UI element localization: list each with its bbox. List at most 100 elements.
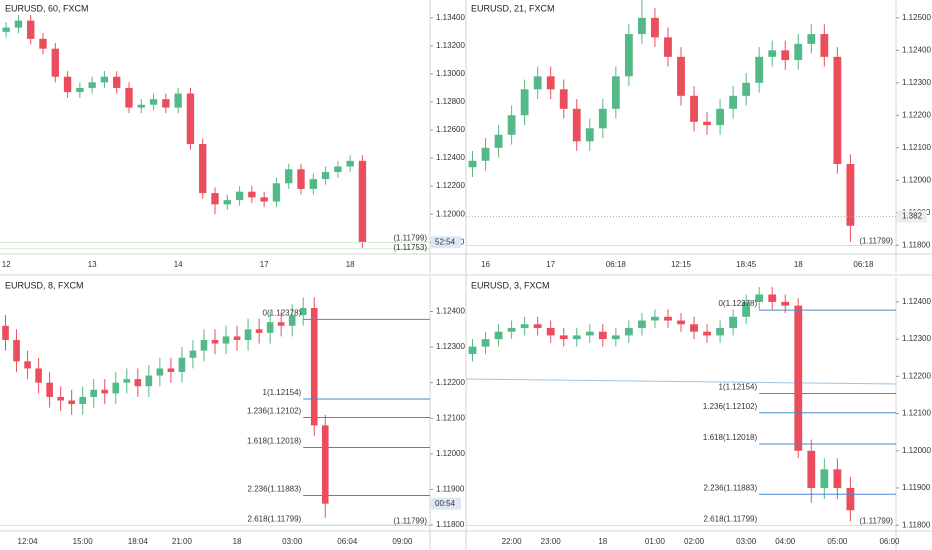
candle-body xyxy=(664,37,672,57)
candle-body xyxy=(468,346,477,355)
y-tick-label: 1.11900 xyxy=(902,483,931,492)
x-tick-label: 02:00 xyxy=(684,537,705,546)
candle-body xyxy=(2,325,9,340)
y-tick-label: 1.12400 xyxy=(436,153,465,162)
candle-body xyxy=(88,82,96,88)
candle-body xyxy=(174,93,182,108)
candle-body xyxy=(768,294,777,302)
candle-body xyxy=(266,322,274,333)
candle-body xyxy=(729,316,738,328)
candle-body xyxy=(76,87,84,93)
candle-body xyxy=(598,108,607,129)
y-tick-label: 1.12000 xyxy=(902,446,931,455)
x-tick-label: 12 xyxy=(2,260,11,269)
candle-body xyxy=(100,76,109,83)
candle-body xyxy=(742,301,751,317)
candle-body xyxy=(638,320,646,328)
y-tick-label: 1.12200 xyxy=(436,181,465,190)
y-tick-label: 1.12200 xyxy=(902,110,931,119)
x-tick-label: 14 xyxy=(174,260,183,269)
candle-body xyxy=(200,339,208,351)
candle-body xyxy=(781,301,790,306)
x-tick-label: 22:00 xyxy=(502,537,523,546)
price-label: (1.11799) xyxy=(393,233,427,242)
candle-body xyxy=(211,193,219,205)
candle-body xyxy=(846,164,855,226)
price-label: (1.11799) xyxy=(859,517,893,526)
candle-body xyxy=(248,191,256,198)
countdown: 00:54 xyxy=(435,499,456,508)
y-tick-label: 1.12300 xyxy=(902,334,931,343)
x-tick-label: 06:00 xyxy=(879,537,900,546)
y-tick-label: 1.13000 xyxy=(436,69,465,78)
candle-body xyxy=(223,200,231,205)
candle-body xyxy=(297,169,305,189)
candle-body xyxy=(321,172,330,180)
candle-body xyxy=(39,38,47,49)
y-tick-label: 1.12000 xyxy=(902,175,931,184)
candle-body xyxy=(79,396,86,405)
candle-body xyxy=(703,331,711,336)
candle-body xyxy=(559,335,568,340)
candle-body xyxy=(781,50,790,61)
trend-line xyxy=(465,378,897,385)
candle-body xyxy=(178,357,186,373)
fib-level-label: 2.236(1.11883) xyxy=(248,485,302,494)
candle-body xyxy=(481,147,490,161)
candle-body xyxy=(690,95,698,122)
price-label: (1.11799) xyxy=(859,237,893,246)
candle-body xyxy=(112,382,120,394)
x-tick-label: 18 xyxy=(598,537,607,546)
candle-body xyxy=(244,329,252,340)
candle-body xyxy=(820,34,829,57)
x-tick-label: 03:00 xyxy=(736,537,757,546)
candle-body xyxy=(794,305,803,451)
candle-body xyxy=(288,315,296,326)
candle-body xyxy=(572,335,581,340)
candle-body xyxy=(794,43,803,61)
candle-body xyxy=(162,99,170,108)
candle-body xyxy=(677,56,685,96)
x-tick-label: 17 xyxy=(260,260,269,269)
candle-body xyxy=(63,76,72,93)
candle-body xyxy=(272,183,281,202)
candle-body xyxy=(585,128,594,142)
y-tick-label: 1.11900 xyxy=(436,485,465,494)
candle-body xyxy=(51,48,59,77)
candle-body xyxy=(233,336,241,340)
candle-body xyxy=(755,294,764,302)
candle-body xyxy=(24,361,31,369)
y-tick-label: 1.12800 xyxy=(436,97,465,106)
candle-body xyxy=(255,329,263,333)
countdown-tag xyxy=(431,497,461,510)
candle-body xyxy=(299,307,307,316)
candle-body xyxy=(68,400,75,405)
candle-body xyxy=(807,34,816,44)
candle-body xyxy=(346,160,354,167)
candle-body xyxy=(729,95,738,109)
y-tick-label: 1.13400 xyxy=(436,13,465,22)
fib-level-label: 1.618(1.12018) xyxy=(703,433,758,442)
candle-body xyxy=(14,20,23,28)
candle-body xyxy=(624,327,633,336)
candle-body xyxy=(742,82,751,96)
candle-body xyxy=(149,99,158,105)
candle-body xyxy=(309,179,317,189)
candle-body xyxy=(546,76,555,90)
candle-body xyxy=(145,375,153,387)
candle-body xyxy=(186,93,195,145)
candle-body xyxy=(611,76,620,109)
y-tick-label: 1.12100 xyxy=(902,143,931,152)
candle-body xyxy=(46,382,53,397)
candle-body xyxy=(585,331,594,336)
y-tick-label: 1.12200 xyxy=(436,378,465,387)
candle-body xyxy=(598,331,607,340)
candle-body xyxy=(167,368,175,373)
candle-body xyxy=(35,368,42,383)
x-tick-label: 06:04 xyxy=(337,537,358,546)
candle-body xyxy=(285,169,293,184)
x-tick-label: 06:18 xyxy=(606,260,627,269)
candle-body xyxy=(807,450,816,488)
candle-body xyxy=(703,121,711,126)
x-tick-label: 21:00 xyxy=(172,537,193,546)
